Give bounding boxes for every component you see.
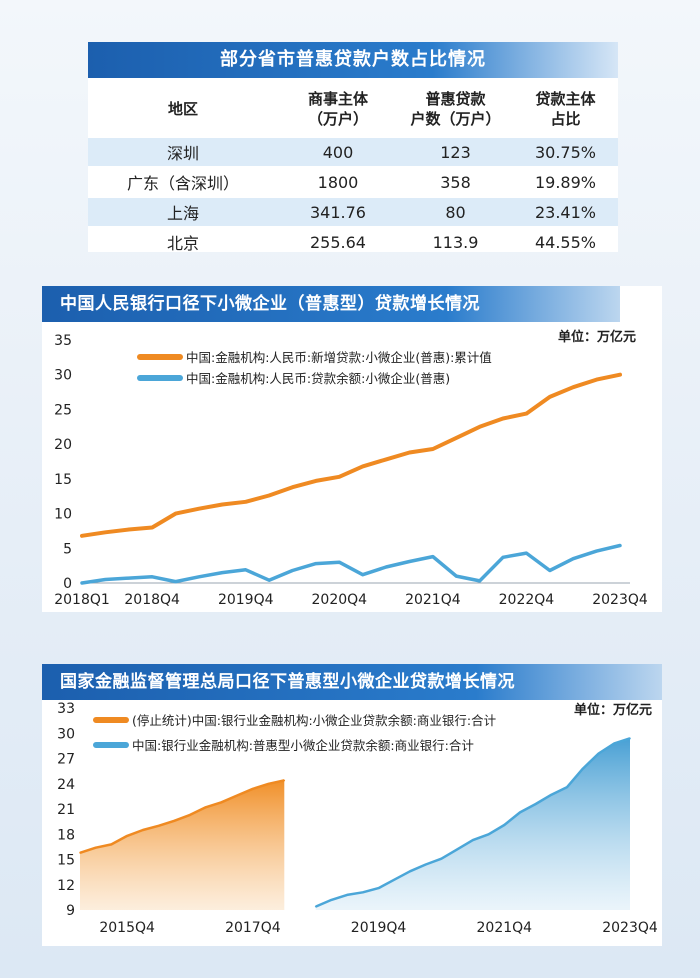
chart2-title: 国家金融监督管理总局口径下普惠型小微企业贷款增长情况 — [42, 664, 662, 700]
table-row: 深圳 400 123 30.75% — [88, 138, 618, 166]
header-region: 地区 — [167, 100, 198, 118]
cell-share: 30.75% — [534, 142, 596, 162]
cell-loans: 113.9 — [432, 232, 479, 252]
loan-share-table: 部分省市普惠贷款户数占比情况 地区 商事主体 （万户） 普惠贷款 户数（万户） 贷款… — [88, 42, 618, 253]
cell-region: 深圳 — [166, 144, 199, 163]
table-row: 北京 255.64 113.9 44.55% — [88, 228, 618, 256]
cell-entities: 1800 — [317, 172, 359, 192]
chart1-title: 中国人民银行口径下小微企业（普惠型）贷款增长情况 — [42, 286, 620, 322]
cell-share: 19.89% — [534, 172, 596, 192]
header-share: 贷款主体 占比 — [535, 90, 596, 128]
cell-entities: 255.64 — [310, 232, 366, 252]
cell-share: 44.55% — [534, 232, 596, 252]
cell-loans: 358 — [440, 172, 471, 192]
cell-loans: 80 — [445, 202, 466, 222]
cell-region: 北京 — [166, 234, 199, 253]
table-header: 地区 商事主体 （万户） 普惠贷款 户数（万户） 贷款主体 占比 — [88, 84, 618, 134]
nfra-loan-chart-panel: 国家金融监督管理总局口径下普惠型小微企业贷款增长情况 — [42, 664, 662, 946]
cell-loans: 123 — [440, 142, 471, 162]
table-title: 部分省市普惠贷款户数占比情况 — [88, 42, 618, 78]
cell-entities: 400 — [322, 142, 354, 162]
header-loans: 普惠贷款 户数（万户） — [410, 90, 501, 128]
cell-share: 23.41% — [534, 202, 596, 222]
table-row: 上海 341.76 80 23.41% — [88, 198, 618, 226]
pboc-loan-chart-panel: 中国人民银行口径下小微企业（普惠型）贷款增长情况 — [42, 286, 662, 612]
table-row: 广东（含深圳） 1800 358 19.89% — [88, 168, 618, 196]
cell-entities: 341.76 — [310, 202, 366, 222]
header-entities: 商事主体 （万户） — [307, 90, 368, 128]
cell-region: 广东（含深圳） — [126, 174, 239, 193]
cell-region: 上海 — [166, 204, 199, 223]
